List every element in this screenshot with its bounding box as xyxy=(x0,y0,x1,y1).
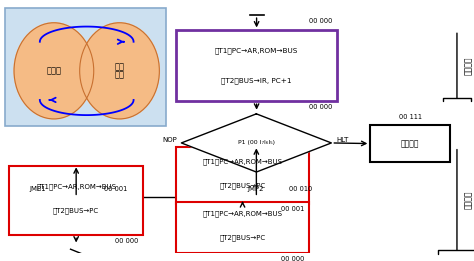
Text: 【T1】PC→AR,ROM→BUS: 【T1】PC→AR,ROM→BUS xyxy=(215,47,298,54)
Text: 00 111: 00 111 xyxy=(399,114,421,120)
Text: JMP1: JMP1 xyxy=(29,186,46,192)
Bar xyxy=(370,125,450,162)
Text: 00 000: 00 000 xyxy=(115,238,138,244)
Text: NOP: NOP xyxy=(162,137,177,143)
Text: 【T1】PC→AR,ROM→BUS: 【T1】PC→AR,ROM→BUS xyxy=(202,210,283,217)
Text: HLT: HLT xyxy=(336,137,348,143)
Bar xyxy=(9,166,143,235)
Polygon shape xyxy=(182,114,331,172)
Text: 执行: 执行 xyxy=(115,63,125,72)
Text: 00 000: 00 000 xyxy=(281,256,305,261)
Text: 指令: 指令 xyxy=(115,70,125,79)
Text: 【T1】PC→AR,ROM→BUS: 【T1】PC→AR,ROM→BUS xyxy=(36,183,116,190)
Text: 【T2】BUS→PC: 【T2】BUS→PC xyxy=(53,207,99,214)
Text: 【T2】BUS→PC: 【T2】BUS→PC xyxy=(219,234,265,241)
Bar xyxy=(176,147,310,204)
Text: 00 001: 00 001 xyxy=(282,206,305,212)
Bar xyxy=(5,8,166,127)
Text: 00 010: 00 010 xyxy=(289,186,312,192)
Text: 00 000: 00 000 xyxy=(310,18,333,24)
Text: P1 (00 I₇I₆I₅): P1 (00 I₇I₆I₅) xyxy=(238,140,275,145)
Ellipse shape xyxy=(14,23,94,119)
Text: 【T2】BUS→IR, PC+1: 【T2】BUS→IR, PC+1 xyxy=(221,78,292,84)
Text: 【T2】BUS→PC: 【T2】BUS→PC xyxy=(219,182,265,189)
Bar xyxy=(176,30,337,101)
Bar xyxy=(176,202,310,253)
Text: JMP2: JMP2 xyxy=(247,186,264,192)
Text: 执行周期: 执行周期 xyxy=(464,191,473,209)
Text: 取指令: 取指令 xyxy=(46,66,62,75)
Text: 00 001: 00 001 xyxy=(104,186,128,192)
Ellipse shape xyxy=(80,23,159,119)
Text: 【T1】PC→AR,ROM→BUS: 【T1】PC→AR,ROM→BUS xyxy=(202,158,283,165)
Text: 00 000: 00 000 xyxy=(310,104,333,110)
Text: 硬件停机: 硬件停机 xyxy=(401,139,419,148)
Text: 取指周期: 取指周期 xyxy=(464,57,473,75)
